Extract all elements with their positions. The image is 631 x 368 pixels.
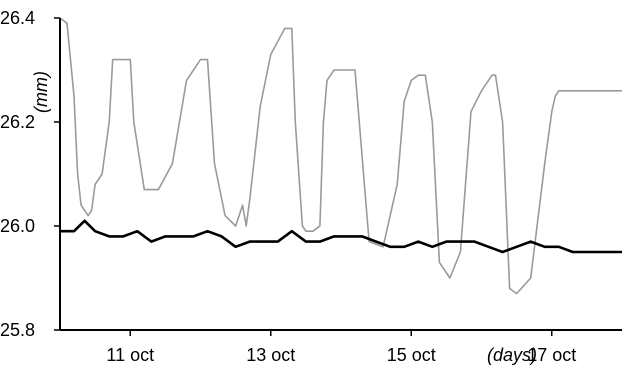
x-tick-layer: 11 oct 13 oct 15 oct 17 oct <box>106 330 576 365</box>
x-tick-label: 13 oct <box>246 345 295 365</box>
x-axis-label: (days) <box>487 345 537 365</box>
y-tick-label: 26.2 <box>0 112 35 132</box>
y-tick-label: 26.4 <box>0 8 35 28</box>
series-line-gray <box>59 17 622 295</box>
x-tick-label: 11 oct <box>106 345 154 365</box>
y-tick-label: 26.0 <box>0 216 35 236</box>
y-tick-label: 25.8 <box>0 320 35 340</box>
series-layer <box>59 17 622 295</box>
y-tick-layer: 25.8 26.0 26.2 26.4 <box>0 8 60 340</box>
y-axis-label: (mm) <box>31 71 51 113</box>
x-tick-label: 17 oct <box>527 345 576 365</box>
x-tick-label: 15 oct <box>387 345 436 365</box>
series-line-black <box>60 219 622 254</box>
